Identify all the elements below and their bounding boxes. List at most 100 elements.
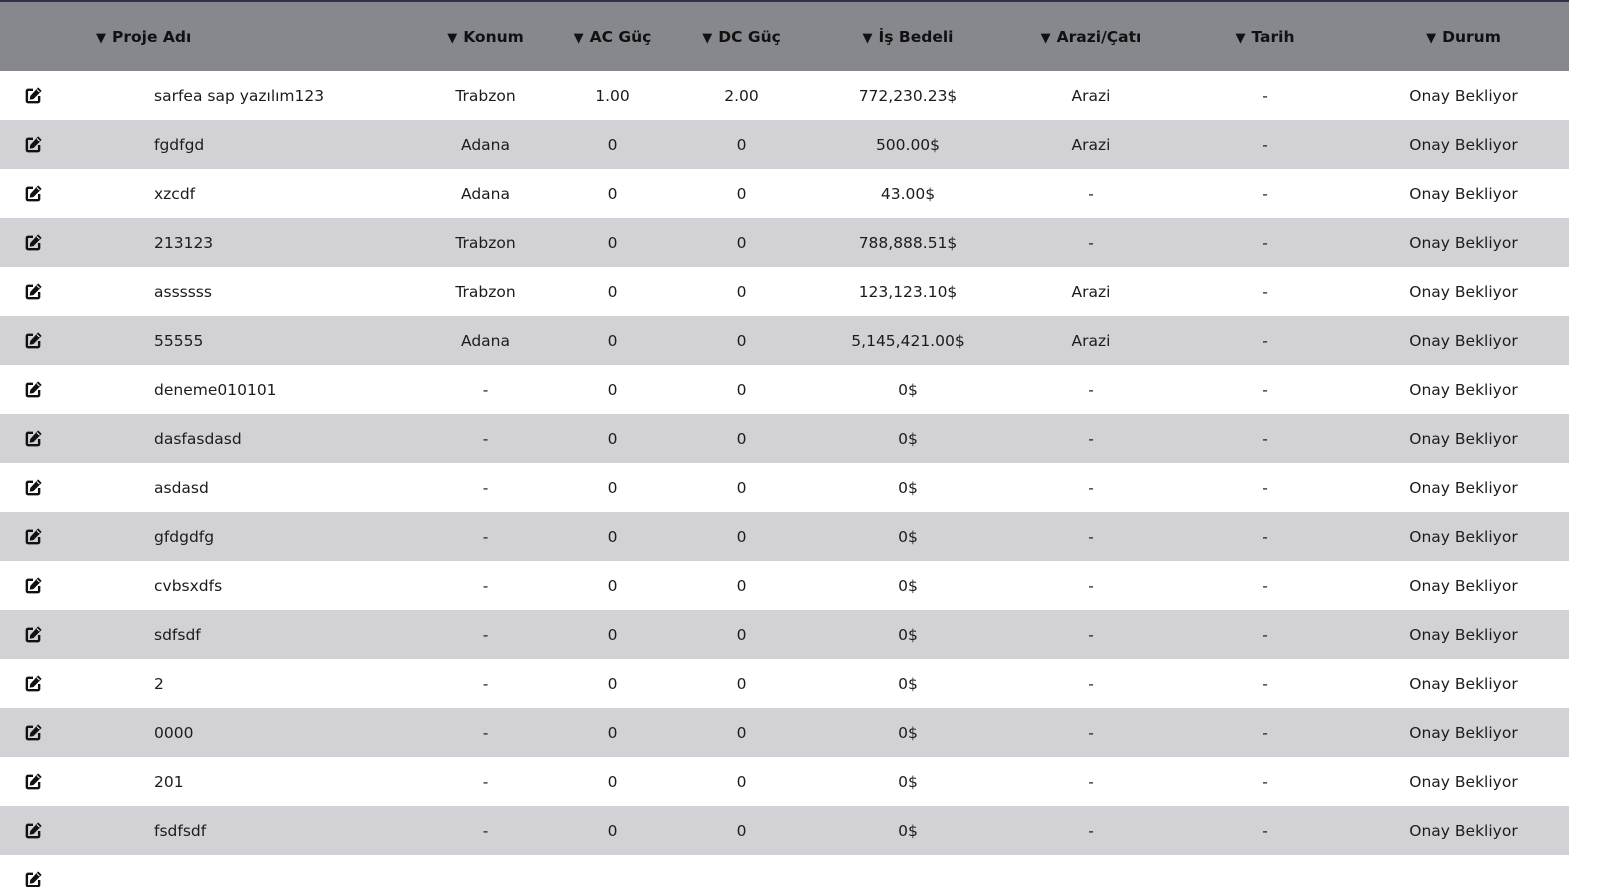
cell-dc-guc: 0 (736, 331, 747, 350)
edit-icon[interactable] (22, 575, 44, 597)
edit-icon[interactable] (22, 379, 44, 401)
cell-durum: Onay Bekliyor (1409, 625, 1518, 644)
cell-tarih: - (1262, 184, 1268, 203)
cell-dc-guc: 0 (736, 233, 747, 252)
edit-icon[interactable] (22, 281, 44, 303)
cell-proje-adi: fsdfsdf (154, 821, 207, 840)
sort-arrow-icon: ▼ (96, 30, 106, 46)
cell-durum: Onay Bekliyor (1409, 674, 1518, 693)
cell-arazi-cati: Arazi (1071, 135, 1111, 154)
edit-cell (0, 757, 58, 806)
cell-proje-adi: 0000 (154, 723, 194, 742)
edit-icon[interactable] (22, 673, 44, 695)
sort-arrow-icon: ▼ (1426, 30, 1437, 46)
cell-proje-adi: 213123 (154, 233, 214, 252)
edit-icon[interactable] (22, 330, 44, 352)
header-label: DC Güç (718, 27, 781, 46)
cell-ac-guc: 0 (607, 233, 618, 252)
sort-arrow-icon: ▼ (702, 30, 713, 46)
header-konum[interactable]: ▼ Konum (423, 2, 548, 71)
header-arazi-cati[interactable]: ▼ Arazi/Çatı (1010, 2, 1172, 71)
cell-durum (1358, 855, 1569, 887)
edit-icon[interactable] (22, 134, 44, 156)
edit-icon[interactable] (22, 869, 44, 887)
edit-icon[interactable] (22, 232, 44, 254)
cell-ac-guc: 0 (607, 429, 618, 448)
cell-arazi-cati: Arazi (1071, 331, 1111, 350)
cell-is-bedeli: 0$ (898, 674, 918, 693)
cell-proje-adi: deneme010101 (154, 380, 277, 399)
scrollbar-track[interactable] (1569, 0, 1599, 887)
cell-ac-guc: 0 (607, 331, 618, 350)
cell-dc-guc: 0 (736, 184, 747, 203)
sort-arrow-icon: ▼ (1235, 30, 1246, 46)
table-row: sarfea sap yazılım123 Trabzon 1.00 2.00 … (0, 71, 1569, 120)
cell-is-bedeli: 0$ (898, 429, 918, 448)
edit-cell (0, 463, 58, 512)
edit-cell (0, 316, 58, 365)
cell-konum: Adana (461, 331, 510, 350)
edit-icon[interactable] (22, 771, 44, 793)
cell-dc-guc: 0 (736, 380, 747, 399)
cell-dc-guc (677, 855, 806, 887)
header-is-bedeli[interactable]: ▼ İş Bedeli (806, 2, 1010, 71)
edit-cell (0, 169, 58, 218)
edit-icon[interactable] (22, 526, 44, 548)
cell-konum: Trabzon (455, 282, 516, 301)
cell-proje-adi: xzcdf (154, 184, 196, 203)
edit-icon[interactable] (22, 183, 44, 205)
cell-ac-guc: 0 (607, 527, 618, 546)
cell-ac-guc: 1.00 (595, 86, 630, 105)
edit-icon[interactable] (22, 624, 44, 646)
cell-is-bedeli: 772,230.23$ (858, 86, 958, 105)
edit-cell (0, 561, 58, 610)
header-edit-column (0, 2, 58, 71)
header-ac-guc[interactable]: ▼ AC Güç (548, 2, 677, 71)
cell-arazi-cati: - (1088, 772, 1094, 791)
edit-cell (0, 120, 58, 169)
table-body: sarfea sap yazılım123 Trabzon 1.00 2.00 … (0, 71, 1569, 887)
cell-konum: - (482, 429, 489, 448)
edit-cell (0, 659, 58, 708)
cell-ac-guc: 0 (607, 723, 618, 742)
header-proje-adi[interactable]: ▼ Proje Adı (58, 2, 423, 71)
cell-konum: Trabzon (455, 86, 516, 105)
cell-is-bedeli: 788,888.51$ (858, 233, 958, 252)
cell-is-bedeli: 0$ (898, 380, 918, 399)
cell-ac-guc: 0 (607, 674, 618, 693)
header-tarih[interactable]: ▼ Tarih (1172, 2, 1358, 71)
cell-ac-guc (548, 855, 677, 887)
cell-proje-adi: sdfsdf (154, 625, 201, 644)
header-dc-guc[interactable]: ▼ DC Güç (677, 2, 806, 71)
table-row (0, 855, 1569, 887)
cell-konum: - (482, 625, 489, 644)
cell-durum: Onay Bekliyor (1409, 331, 1518, 350)
header-durum[interactable]: ▼ Durum (1358, 2, 1569, 71)
table-row: 2 - 0 0 0$ - - Onay Bekliyor (0, 659, 1569, 708)
edit-icon[interactable] (22, 477, 44, 499)
cell-tarih: - (1262, 772, 1268, 791)
cell-proje-adi: sarfea sap yazılım123 (154, 86, 325, 105)
cell-konum: - (482, 821, 489, 840)
table-row: gfdgdfg - 0 0 0$ - - Onay Bekliyor (0, 512, 1569, 561)
cell-ac-guc: 0 (607, 282, 618, 301)
edit-icon[interactable] (22, 820, 44, 842)
cell-ac-guc: 0 (607, 478, 618, 497)
edit-icon[interactable] (22, 85, 44, 107)
cell-tarih: - (1262, 527, 1268, 546)
edit-icon[interactable] (22, 722, 44, 744)
cell-arazi-cati: - (1088, 821, 1094, 840)
cell-tarih: - (1262, 331, 1268, 350)
edit-cell (0, 71, 58, 120)
cell-dc-guc: 0 (736, 772, 747, 791)
cell-tarih: - (1262, 478, 1268, 497)
edit-cell (0, 414, 58, 463)
edit-cell (0, 806, 58, 855)
cell-dc-guc: 0 (736, 674, 747, 693)
cell-is-bedeli: 500.00$ (875, 135, 941, 154)
edit-icon[interactable] (22, 428, 44, 450)
cell-ac-guc: 0 (607, 821, 618, 840)
cell-konum (423, 855, 548, 887)
table-row: 55555 Adana 0 0 5,145,421.00$ Arazi - On… (0, 316, 1569, 365)
top-border (0, 0, 1599, 2)
